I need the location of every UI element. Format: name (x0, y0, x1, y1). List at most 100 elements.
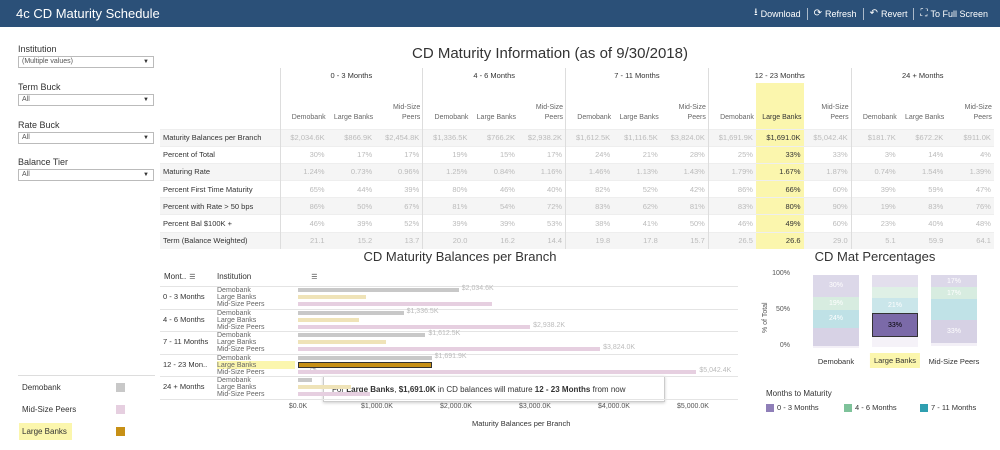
category-label[interactable]: Demobank (817, 357, 855, 366)
sort-icon[interactable]: ☰ (189, 274, 196, 281)
table-cell[interactable]: 5.1 (850, 231, 899, 250)
month-row-label[interactable]: 12 - 23 Mon.. (163, 359, 208, 369)
table-cell[interactable]: 47% (946, 180, 994, 198)
table-cell[interactable]: 40% (898, 214, 947, 233)
table-cell[interactable]: 39% (470, 214, 518, 233)
table-cell[interactable]: 81% (660, 197, 709, 215)
table-cell[interactable]: 39% (850, 180, 899, 198)
stack-segment[interactable]: 24% (813, 310, 859, 328)
table-cell[interactable]: 21% (613, 145, 661, 164)
balance-bar[interactable] (298, 340, 387, 345)
table-cell[interactable]: 40% (517, 180, 566, 198)
table-cell[interactable]: 44% (327, 180, 376, 198)
category-label[interactable]: Mid-Size Peers (928, 357, 980, 366)
table-cell[interactable]: 80% (755, 197, 804, 215)
table-cell[interactable]: 52% (375, 214, 423, 233)
month-row-label[interactable]: 0 - 3 Months (163, 292, 205, 301)
months-legend-item[interactable]: 7 - 11 Months (920, 403, 976, 412)
table-cell[interactable]: 48% (946, 214, 994, 233)
stack-segment[interactable]: 33% (931, 319, 977, 344)
month-column-header[interactable]: Mont.. ☰ (164, 272, 196, 281)
table-cell[interactable]: 1.39% (946, 162, 994, 181)
months-legend-item[interactable]: 4 - 6 Months (844, 403, 897, 412)
month-row-label[interactable]: 4 - 6 Months (163, 314, 205, 324)
table-cell[interactable]: 83% (707, 197, 756, 215)
table-cell[interactable]: 81% (422, 197, 471, 215)
table-cell[interactable]: 4% (946, 145, 994, 164)
table-cell[interactable]: 62% (613, 197, 661, 215)
table-cell[interactable]: 80% (422, 180, 471, 198)
stack-segment[interactable] (872, 287, 918, 299)
table-cell[interactable]: 39% (375, 180, 423, 198)
table-cell[interactable]: 46% (707, 214, 756, 233)
stack-segment[interactable]: 30% (813, 275, 859, 297)
table-cell[interactable]: 1.87% (803, 162, 852, 181)
balance-bar[interactable] (298, 385, 352, 390)
table-cell[interactable]: $672.2K (898, 128, 947, 147)
table-cell[interactable]: $2,454.8K (375, 128, 423, 147)
balance-bar[interactable] (298, 317, 359, 322)
table-cell[interactable]: $2,938.2K (517, 128, 566, 147)
table-cell[interactable]: 67% (375, 197, 423, 215)
stacked-column[interactable]: 21% 33% (872, 275, 918, 347)
table-cell[interactable]: 39% (422, 214, 471, 233)
stack-segment[interactable] (872, 275, 918, 288)
table-cell[interactable]: 0.96% (375, 162, 423, 181)
table-cell[interactable]: 24% (565, 145, 614, 164)
table-cell[interactable]: 25% (707, 145, 756, 164)
stack-segment[interactable]: 19% (813, 296, 859, 311)
stack-segment[interactable] (872, 336, 918, 347)
table-cell[interactable]: 64.1 (946, 231, 994, 250)
legend-item[interactable]: Large Banks (18, 420, 155, 442)
table-cell[interactable]: $5,042.4K (803, 128, 852, 147)
stack-segment[interactable]: 33% (872, 313, 918, 337)
table-cell[interactable]: 54% (470, 197, 518, 215)
institution-column-header[interactable]: Institution ☰ (217, 272, 318, 281)
table-cell[interactable]: 23% (850, 214, 899, 233)
stack-segment[interactable]: 17% (931, 275, 977, 288)
stacked-column[interactable]: 30% 19% 24% (813, 275, 859, 348)
table-cell[interactable]: 19% (850, 197, 899, 215)
table-cell[interactable]: 1.13% (613, 162, 661, 181)
filter-dropdown[interactable]: (Multiple values) ▼ (18, 56, 154, 68)
table-cell[interactable]: 14% (898, 145, 947, 164)
month-row-label[interactable]: 24 + Months (163, 382, 205, 392)
table-cell[interactable]: 15.2 (327, 231, 376, 250)
table-cell[interactable]: 42% (660, 180, 709, 198)
table-cell[interactable]: $2,034.6K (279, 128, 328, 147)
download-button[interactable]: ⭳ Download (750, 5, 805, 22)
table-cell[interactable]: 65% (279, 180, 328, 198)
legend-item[interactable]: Mid-Size Peers (18, 398, 155, 420)
stack-segment[interactable]: 17% (931, 287, 977, 300)
legend-item[interactable]: Demobank (18, 376, 155, 398)
balance-bar[interactable] (298, 295, 367, 299)
stack-segment[interactable] (931, 299, 977, 320)
table-cell[interactable]: 19.8 (565, 231, 614, 250)
table-cell[interactable]: 26.6 (755, 231, 804, 250)
table-cell[interactable]: 59% (898, 180, 947, 198)
balance-bar[interactable] (298, 324, 531, 329)
table-cell[interactable]: $181.7K (850, 128, 899, 147)
table-cell[interactable]: 46% (279, 214, 328, 233)
table-cell[interactable]: 33% (755, 145, 804, 164)
table-cell[interactable]: 15.7 (660, 231, 709, 250)
table-cell[interactable]: 66% (755, 180, 804, 198)
table-cell[interactable]: 60% (803, 214, 852, 233)
refresh-button[interactable]: ⟳ Refresh (813, 8, 857, 19)
table-cell[interactable]: 16.2 (470, 231, 518, 250)
balance-bar[interactable] (298, 361, 432, 368)
table-cell[interactable]: 20.0 (422, 231, 471, 250)
table-cell[interactable]: 82% (565, 180, 614, 198)
table-cell[interactable]: 1.79% (707, 162, 756, 181)
balance-bar[interactable] (298, 392, 370, 397)
table-cell[interactable]: 86% (279, 197, 328, 215)
table-cell[interactable]: 21.1 (279, 231, 328, 250)
filter-dropdown[interactable]: All ▼ (18, 169, 154, 181)
table-cell[interactable]: 1.43% (660, 162, 709, 181)
table-cell[interactable]: 53% (517, 214, 566, 233)
table-cell[interactable]: 1.25% (422, 162, 471, 181)
table-cell[interactable]: 83% (898, 197, 947, 215)
table-cell[interactable]: 0.84% (470, 162, 518, 181)
table-cell[interactable]: 1.16% (517, 162, 566, 181)
table-cell[interactable]: 52% (613, 180, 661, 198)
